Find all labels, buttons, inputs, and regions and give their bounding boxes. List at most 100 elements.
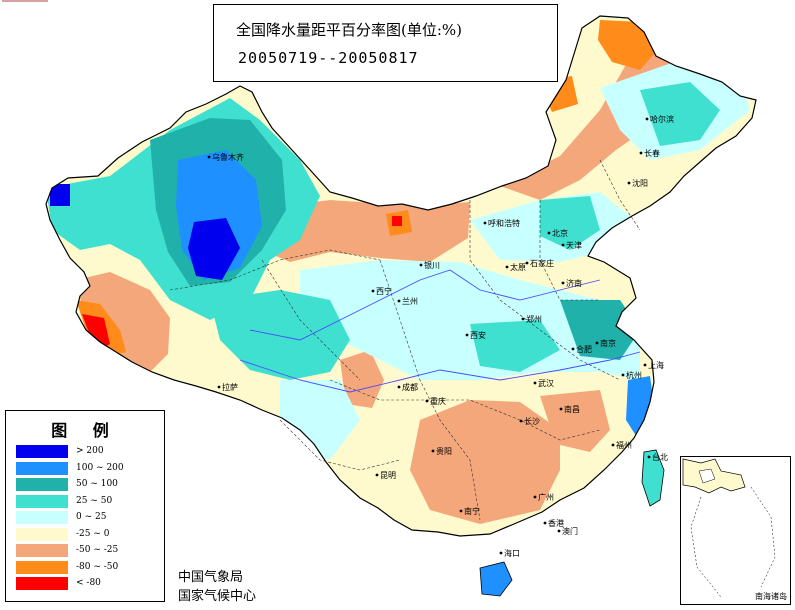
city-marker bbox=[459, 509, 463, 513]
city-label: 兰州 bbox=[402, 296, 418, 306]
city-marker bbox=[505, 265, 509, 269]
city-label: 杭州 bbox=[626, 370, 642, 380]
city-marker bbox=[595, 341, 599, 345]
city-marker bbox=[533, 495, 537, 499]
city-label: 昆明 bbox=[380, 471, 396, 480]
city-marker bbox=[431, 449, 435, 453]
city-marker bbox=[465, 333, 469, 337]
legend-swatch bbox=[16, 494, 68, 508]
agency-line1: 中国气象局 bbox=[178, 570, 244, 585]
legend-label: 25 ~ 50 bbox=[76, 495, 113, 506]
legend-label: -80 ~ -50 bbox=[76, 561, 119, 572]
legend-swatch bbox=[16, 577, 68, 590]
city-label: 上海 bbox=[648, 360, 664, 370]
legend-label: 0 ~ 25 bbox=[76, 512, 107, 522]
city-marker bbox=[419, 263, 423, 267]
city-label: 香港 bbox=[548, 518, 564, 528]
city-marker bbox=[525, 261, 529, 265]
city-label: 重庆 bbox=[430, 396, 446, 406]
map-title: 全国降水量距平百分率图(单位:%) bbox=[236, 21, 463, 39]
city-label: 长沙 bbox=[524, 416, 540, 426]
city-label: 乌鲁木齐 bbox=[212, 152, 244, 162]
legend-swatch bbox=[16, 511, 68, 524]
legend: 图 例 > 200 100 ~ 200 50 ~ 100 25 ~ 50 0 ~ 25 -… bbox=[5, 410, 165, 602]
city-label: 贵阳 bbox=[436, 446, 452, 456]
city-label: 南宁 bbox=[464, 506, 480, 516]
city-label: 济南 bbox=[566, 278, 582, 288]
city-label: 哈尔滨 bbox=[650, 114, 674, 124]
city-label: 西安 bbox=[470, 330, 486, 340]
city-marker bbox=[483, 221, 487, 225]
city-label: 太原 bbox=[510, 262, 526, 272]
city-marker bbox=[521, 317, 525, 321]
city-marker bbox=[397, 385, 401, 389]
city-marker bbox=[519, 419, 523, 423]
city-marker bbox=[643, 363, 647, 367]
city-marker bbox=[547, 231, 551, 235]
corner-mark bbox=[2, 0, 48, 2]
legend-row: > 200 bbox=[16, 445, 161, 459]
city-label: 南昌 bbox=[564, 404, 580, 414]
city-marker bbox=[627, 181, 631, 185]
city-label: 合肥 bbox=[576, 344, 592, 354]
city-label: 广州 bbox=[538, 492, 554, 502]
city-marker bbox=[499, 551, 503, 555]
city-label: 拉萨 bbox=[222, 382, 238, 392]
map-period: 20050719--20050817 bbox=[238, 49, 419, 67]
legend-row: 25 ~ 50 bbox=[16, 494, 161, 509]
legend-label: > 200 bbox=[76, 446, 104, 456]
legend-swatch bbox=[16, 478, 68, 491]
legend-row: 100 ~ 200 bbox=[16, 461, 161, 476]
city-marker bbox=[557, 529, 561, 533]
legend-label: -50 ~ -25 bbox=[76, 545, 119, 555]
city-marker bbox=[533, 381, 537, 385]
city-marker bbox=[639, 151, 643, 155]
city-marker bbox=[397, 299, 401, 303]
city-label: 天津 bbox=[566, 240, 582, 250]
legend-swatch bbox=[16, 461, 68, 475]
inset-label: 南海诸岛 bbox=[755, 592, 787, 601]
city-marker bbox=[375, 473, 379, 477]
city-marker bbox=[571, 347, 575, 351]
legend-swatch bbox=[16, 544, 68, 557]
city-label: 沈阳 bbox=[632, 178, 648, 188]
city-label: 福州 bbox=[616, 441, 632, 450]
legend-swatch bbox=[16, 445, 68, 458]
city-label: 北京 bbox=[552, 228, 568, 238]
city-label: 呼和浩特 bbox=[488, 218, 520, 228]
title-box: 全国降水量距平百分率图(单位:%) 20050719--20050817 bbox=[213, 4, 558, 82]
agency-line2: 国家气候中心 bbox=[178, 589, 257, 604]
city-marker bbox=[217, 385, 221, 389]
legend-label: -25 ~ 0 bbox=[76, 528, 110, 539]
city-label: 台北 bbox=[652, 452, 668, 462]
city-label: 成都 bbox=[402, 382, 418, 392]
legend-label: < -80 bbox=[76, 578, 101, 588]
city-label: 南京 bbox=[600, 338, 616, 348]
legend-row: -50 ~ -25 bbox=[16, 544, 161, 558]
legend-swatch bbox=[16, 560, 68, 574]
legend-row: -25 ~ 0 bbox=[16, 527, 161, 542]
city-marker bbox=[371, 289, 375, 293]
city-marker bbox=[645, 117, 649, 121]
legend-swatch bbox=[16, 527, 68, 541]
city-label: 海口 bbox=[504, 548, 520, 558]
city-label: 澳门 bbox=[562, 526, 578, 536]
city-marker bbox=[621, 373, 625, 377]
city-label: 石家庄 bbox=[530, 258, 554, 268]
city-marker bbox=[611, 443, 615, 447]
city-label: 银川 bbox=[424, 260, 440, 270]
south-china-sea-inset: 南海诸岛 bbox=[680, 456, 791, 605]
legend-label: 100 ~ 200 bbox=[76, 462, 124, 473]
city-marker bbox=[207, 155, 211, 159]
city-marker bbox=[425, 399, 429, 403]
city-marker bbox=[561, 243, 565, 247]
legend-row: -80 ~ -50 bbox=[16, 560, 161, 575]
city-marker bbox=[647, 455, 651, 459]
city-marker bbox=[561, 281, 565, 285]
city-marker bbox=[543, 521, 547, 525]
city-label: 郑州 bbox=[526, 314, 542, 324]
legend-row: < -80 bbox=[16, 577, 161, 591]
legend-row: 50 ~ 100 bbox=[16, 478, 161, 492]
city-label: 西宁 bbox=[376, 286, 392, 296]
city-label: 武汉 bbox=[538, 378, 554, 388]
